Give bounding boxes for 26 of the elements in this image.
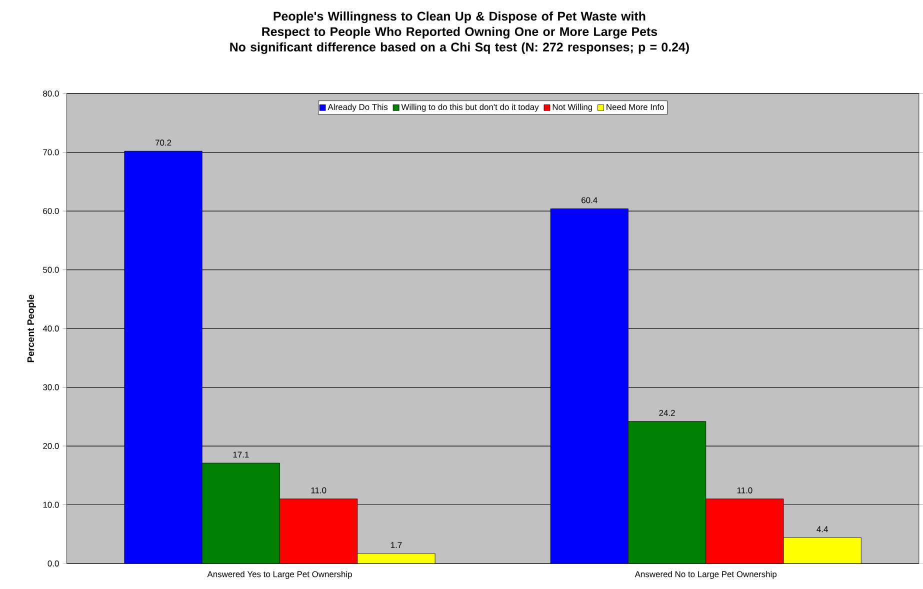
data-label: 24.2 bbox=[659, 410, 675, 416]
y-tick-label: 70.0 bbox=[43, 149, 59, 156]
y-tick-label: 10.0 bbox=[43, 502, 59, 508]
y-tick-label: 80.0 bbox=[43, 90, 59, 96]
x-tick-label: Answered Yes to Large Pet Ownership bbox=[207, 570, 352, 579]
data-label: 17.1 bbox=[233, 452, 249, 458]
data-label: 11.0 bbox=[737, 487, 752, 494]
data-label: 1.7 bbox=[391, 542, 402, 548]
data-label: 70.2 bbox=[155, 139, 172, 146]
chart-subtitle: No significant difference based on a Chi Sq test (N: 272 responses; p = 0.24) bbox=[230, 42, 689, 54]
x-tick-label: Answered No to Large Pet Ownership bbox=[634, 570, 777, 579]
legend-label: Not Willing bbox=[552, 104, 592, 112]
y-tick-label: 20.0 bbox=[43, 442, 59, 449]
legend-label: Need More Info bbox=[606, 104, 664, 110]
y-tick-label: 0.0 bbox=[48, 560, 59, 566]
y-tick-label: 40.0 bbox=[42, 325, 59, 332]
chart-title: People's Willingness to Clean Up & Dispose of Pet Waste with Respect to People Who Reported Owning One or More Large Pets bbox=[262, 11, 658, 38]
legend-label: Already Do This bbox=[328, 104, 388, 112]
data-label: 11.0 bbox=[311, 487, 326, 494]
y-tick-label: 60.0 bbox=[43, 208, 59, 214]
data-label: 4.4 bbox=[816, 526, 828, 532]
y-tick-label: 50.0 bbox=[43, 266, 59, 273]
y-tick-label: 30.0 bbox=[43, 384, 59, 390]
data-label: 60.4 bbox=[582, 197, 598, 204]
y-axis-title: Percent People bbox=[27, 294, 36, 362]
legend-label: Willing to do this but don't do it today bbox=[401, 104, 539, 112]
